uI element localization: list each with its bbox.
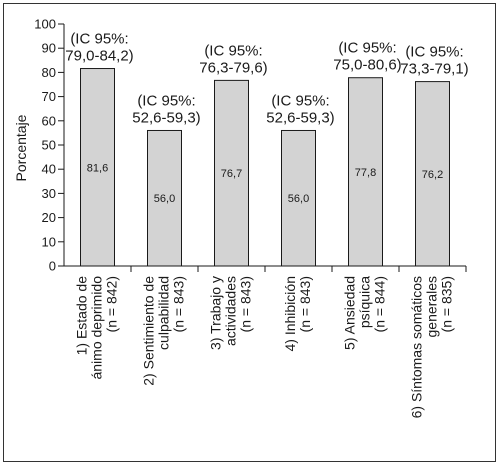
y-tick-label: 20 — [42, 210, 56, 225]
y-tick-label: 60 — [42, 113, 56, 128]
y-tick-label: 70 — [42, 89, 56, 104]
bars — [80, 68, 450, 267]
bar — [348, 77, 383, 267]
data-label: 76,2 — [422, 169, 443, 181]
ci-annotation: 52,6-59,3) — [266, 109, 334, 126]
ci-annotation: (IC 95%: — [338, 40, 396, 57]
y-tick-label: 100 — [34, 17, 56, 32]
x-tick-label: generales — [424, 276, 440, 338]
x-tick-label: 4) Inhibición — [282, 276, 298, 352]
ci-annotation: (IC 95%: — [405, 44, 463, 61]
labels: 81,6(IC 95%:79,0-84,2)1) Estado de ánimo … — [65, 31, 468, 419]
ci-annotation: (IC 95%: — [137, 92, 195, 109]
ci-annotation: 73,3-79,1) — [400, 61, 468, 78]
x-tick-label: (n = 844) — [372, 276, 388, 332]
bar — [214, 79, 249, 267]
x-tick-label: culpabilidad — [156, 276, 172, 350]
x-tick-label: 2) Sentimiento de — [141, 276, 157, 386]
x-tick-label: ánimo deprimido — [89, 276, 105, 380]
bar — [147, 129, 182, 267]
bar — [80, 68, 115, 267]
y-tick-label: 0 — [49, 259, 56, 274]
x-tick-label: psíquica — [357, 276, 373, 328]
y-axis-label: Porcentaje — [13, 114, 29, 181]
x-tick-label: 5) Ansiedad — [342, 276, 358, 350]
x-tick-label: (n = 843) — [238, 276, 254, 332]
ci-annotation: 52,6-59,3) — [132, 109, 200, 126]
bar — [415, 81, 450, 267]
data-label: 56,0 — [154, 193, 175, 205]
y-tick-label: 10 — [42, 234, 56, 249]
axes: 0 10 20 30 40 50 60 70 80 90 100 — [34, 17, 467, 274]
x-tick-label: (n = 843) — [297, 276, 313, 332]
data-label: 77,8 — [355, 167, 376, 179]
y-tick-label: 40 — [42, 162, 56, 177]
x-tick-label: (n = 842) — [104, 276, 120, 332]
y-tick-label: 30 — [42, 186, 56, 201]
ci-annotation: 75,0-80,6) — [333, 57, 401, 74]
data-label: 81,6 — [87, 162, 108, 174]
y-tick-label: 50 — [42, 138, 56, 153]
ci-annotation: 76,3-79,6) — [199, 59, 267, 76]
x-tick-label: 6) Síntomas somáticos — [409, 276, 425, 418]
data-label: 56,0 — [288, 193, 309, 205]
x-tick-label: (n = 835) — [439, 276, 455, 332]
ci-annotation: 79,0-84,2) — [65, 48, 133, 65]
ci-annotation: (IC 95%: — [70, 31, 128, 48]
ci-annotation: (IC 95%: — [204, 42, 262, 59]
bar — [281, 129, 316, 267]
y-tick-label: 80 — [42, 65, 56, 80]
y-tick-label: 90 — [42, 41, 56, 56]
x-tick-label: 3) Trabajo y — [208, 276, 224, 350]
x-tick-label: (n = 843) — [171, 276, 187, 332]
data-label: 76,7 — [221, 168, 242, 180]
x-tick-label: 1) Estado de — [74, 276, 90, 356]
ci-annotation: (IC 95%: — [271, 92, 329, 109]
x-tick-label: actividades — [223, 276, 239, 346]
